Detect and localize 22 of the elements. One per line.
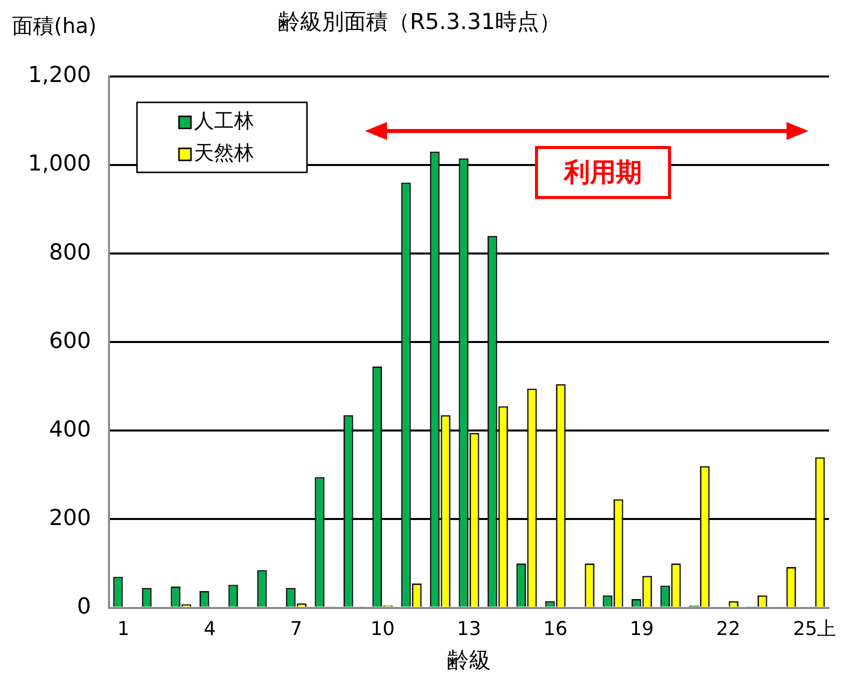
x-tick-label: 1 <box>117 618 130 640</box>
x-tick-label: 22 <box>716 618 740 640</box>
y-tick-label: 800 <box>48 240 91 266</box>
y-tick-label: 400 <box>48 417 91 442</box>
y-axis-title: 面積(ha) <box>12 13 97 40</box>
y-tick-label: 200 <box>48 506 91 531</box>
y-tick-label: 1,000 <box>28 152 91 177</box>
legend-label: 人工林 <box>194 108 254 133</box>
x-tick-label: 13 <box>456 618 482 640</box>
legend-label: 天然林 <box>194 140 254 165</box>
chart-title: 齢級別面積（R5.3.31時点） <box>278 10 562 35</box>
y-tick-label: 600 <box>48 328 91 354</box>
x-tick-label: 25上 <box>793 618 836 640</box>
y-tick-label: 1,200 <box>28 63 91 88</box>
x-tick-label: 7 <box>290 618 302 640</box>
x-tick-label: 19 <box>630 618 654 640</box>
x-tick-label: 4 <box>204 618 216 640</box>
annotation: 利用期 <box>535 146 672 200</box>
x-tick-label: 10 <box>370 618 395 640</box>
x-axis-title: 齢級 <box>446 648 491 674</box>
x-tick-label: 16 <box>543 618 568 640</box>
y-tick-label: 0 <box>76 594 91 620</box>
